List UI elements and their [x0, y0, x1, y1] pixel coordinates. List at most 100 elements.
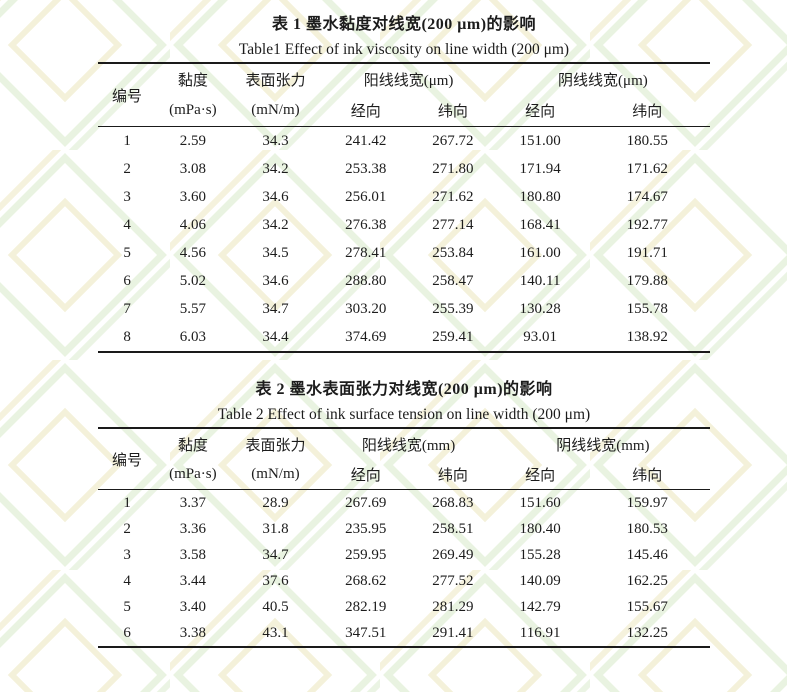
- table-cell: 259.41: [432, 328, 474, 345]
- table-cell: 34.7: [262, 546, 289, 563]
- table-cell: 142.79: [519, 598, 561, 615]
- table2: 编号 黏度 表面张力 阳线线宽(mm) 阴线线宽(mm) (mPa·s) (mN…: [98, 427, 710, 648]
- table-cell: 3: [123, 188, 131, 205]
- table-cell: 140.11: [519, 272, 561, 289]
- table-cell: 132.25: [626, 624, 668, 641]
- table-cell: 241.42: [345, 132, 387, 149]
- table-cell: 271.62: [432, 188, 474, 205]
- table2-section: 表 2 墨水表面张力对线宽(200 μm)的影响 Table 2 Effect …: [98, 375, 710, 648]
- table-cell: 34.7: [262, 300, 289, 317]
- table-cell: 3.58: [179, 546, 206, 563]
- table-cell: 159.97: [626, 494, 668, 511]
- table-cell: 4.56: [179, 244, 206, 261]
- table-cell: 281.29: [432, 598, 474, 615]
- table-cell: 40.5: [262, 598, 289, 615]
- col-header-positive-line-width: 阳线线宽(μm): [363, 73, 454, 89]
- table-cell: 34.6: [262, 272, 289, 289]
- table-row: 3 3.58 34.7 259.95 269.49 155.28 145.46: [98, 542, 710, 568]
- table-cell: 93.01: [523, 328, 557, 345]
- table-cell: 271.80: [432, 160, 474, 177]
- col-header-weft: 纬向: [632, 467, 663, 484]
- table-cell: 276.38: [345, 216, 387, 233]
- table-cell: 3.38: [179, 624, 206, 641]
- table-cell: 8: [123, 328, 131, 345]
- table-row: 7 5.57 34.7 303.20 255.39 130.28 155.78: [98, 295, 710, 323]
- table-cell: 5.02: [179, 272, 206, 289]
- table-row: 5 3.40 40.5 282.19 281.29 142.79 155.67: [98, 594, 710, 620]
- col-header-weft: 纬向: [437, 467, 468, 484]
- table-cell: 253.84: [432, 244, 474, 261]
- table-cell: 4: [123, 572, 131, 589]
- table-cell: 2: [123, 160, 131, 177]
- table-cell: 34.5: [262, 244, 289, 261]
- table-cell: 3.44: [179, 572, 206, 589]
- table-cell: 3.40: [179, 598, 206, 615]
- col-header-viscosity-unit: (mPa·s): [169, 465, 217, 482]
- table-cell: 180.55: [626, 132, 668, 149]
- col-header-warp: 经向: [525, 467, 556, 484]
- table-cell: 268.83: [432, 494, 474, 511]
- table-cell: 34.2: [262, 160, 289, 177]
- col-header-surface-tension: 表面张力: [245, 73, 306, 89]
- table-cell: 171.94: [519, 160, 561, 177]
- col-header-surface-tension-unit: (mN/m): [251, 102, 300, 118]
- table-cell: 288.80: [345, 272, 387, 289]
- table-cell: 3.37: [179, 494, 206, 511]
- table-cell: 180.53: [626, 520, 668, 537]
- table-row: 1 2.59 34.3 241.42 267.72 151.00 180.55: [98, 127, 710, 156]
- table-cell: 34.3: [262, 132, 289, 149]
- table-cell: 347.51: [345, 624, 387, 641]
- table-cell: 282.19: [345, 598, 387, 615]
- table2-body: 1 3.37 28.9 267.69 268.83 151.60 159.97 2 3.36 31…: [98, 490, 710, 648]
- table-cell: 259.95: [345, 546, 387, 563]
- table-cell: 191.71: [626, 244, 668, 261]
- table-cell: 34.6: [262, 188, 289, 205]
- table-cell: 180.40: [519, 520, 561, 537]
- table-cell: 303.20: [345, 300, 387, 317]
- col-header-id: 编号: [112, 452, 143, 469]
- table-cell: 43.1: [262, 624, 289, 641]
- table1-section: 表 1 墨水黏度对线宽(200 μm)的影响 Table1 Effect of …: [98, 0, 710, 353]
- table-cell: 138.92: [626, 328, 668, 345]
- table-cell: 3: [123, 546, 131, 563]
- table-cell: 168.41: [519, 216, 561, 233]
- table-cell: 155.67: [626, 598, 668, 615]
- table-cell: 258.47: [432, 272, 474, 289]
- table-header-row: 编号 黏度 表面张力 阳线线宽(mm) 阴线线宽(mm): [98, 428, 710, 469]
- table-cell: 291.41: [432, 624, 474, 641]
- col-header-positive-line-width: 阳线线宽(mm): [361, 437, 456, 454]
- table-header-row: (mPa·s) (mN/m) 经向 纬向 经向 纬向: [98, 459, 710, 490]
- table-cell: 3.08: [179, 160, 206, 177]
- table-cell: 1: [123, 132, 131, 149]
- table-cell: 258.51: [432, 520, 474, 537]
- table-cell: 162.25: [626, 572, 668, 589]
- table2-title-zh: 表 2 墨水表面张力对线宽(200 μm)的影响: [255, 381, 553, 398]
- table-cell: 174.67: [626, 188, 668, 205]
- table1-header: 编号 黏度 表面张力 阳线线宽(μm) 阴线线宽(μm) (mPa·s) (mN…: [98, 63, 710, 127]
- table-row: 4 4.06 34.2 276.38 277.14 168.41 192.77: [98, 211, 710, 239]
- table-cell: 161.00: [519, 244, 561, 261]
- table-cell: 31.8: [262, 520, 289, 537]
- table2-header: 编号 黏度 表面张力 阳线线宽(mm) 阴线线宽(mm) (mPa·s) (mN…: [98, 428, 710, 490]
- table-cell: 277.14: [432, 216, 474, 233]
- table-cell: 374.69: [345, 328, 387, 345]
- table-header-row: 编号 黏度 表面张力 阳线线宽(μm) 阴线线宽(μm): [98, 63, 710, 105]
- table1-body: 1 2.59 34.3 241.42 267.72 151.00 180.55 2 3.08 34…: [98, 127, 710, 353]
- table-row: 2 3.08 34.2 253.38 271.80 171.94 171.62: [98, 155, 710, 183]
- col-header-surface-tension-unit: (mN/m): [251, 465, 300, 482]
- table-cell: 28.9: [262, 494, 289, 511]
- table-cell: 5.57: [179, 300, 206, 317]
- table-cell: 155.78: [626, 300, 668, 317]
- table-cell: 179.88: [626, 272, 668, 289]
- table1-title-zh: 表 1 墨水黏度对线宽(200 μm)的影响: [271, 16, 537, 33]
- table-cell: 1: [123, 494, 131, 511]
- table-cell: 268.62: [345, 572, 387, 589]
- table-cell: 192.77: [626, 216, 668, 233]
- col-header-negative-line-width: 阴线线宽(μm): [558, 73, 648, 89]
- table-cell: 4.06: [179, 216, 206, 233]
- table-cell: 4: [123, 216, 131, 233]
- table1: 编号 黏度 表面张力 阳线线宽(μm) 阴线线宽(μm) (mPa·s) (mN…: [98, 62, 710, 353]
- col-header-viscosity: 黏度: [177, 437, 208, 454]
- table-header-row: (mPa·s) (mN/m) 经向 纬向 经向 纬向: [98, 95, 710, 127]
- col-header-warp: 经向: [525, 104, 556, 120]
